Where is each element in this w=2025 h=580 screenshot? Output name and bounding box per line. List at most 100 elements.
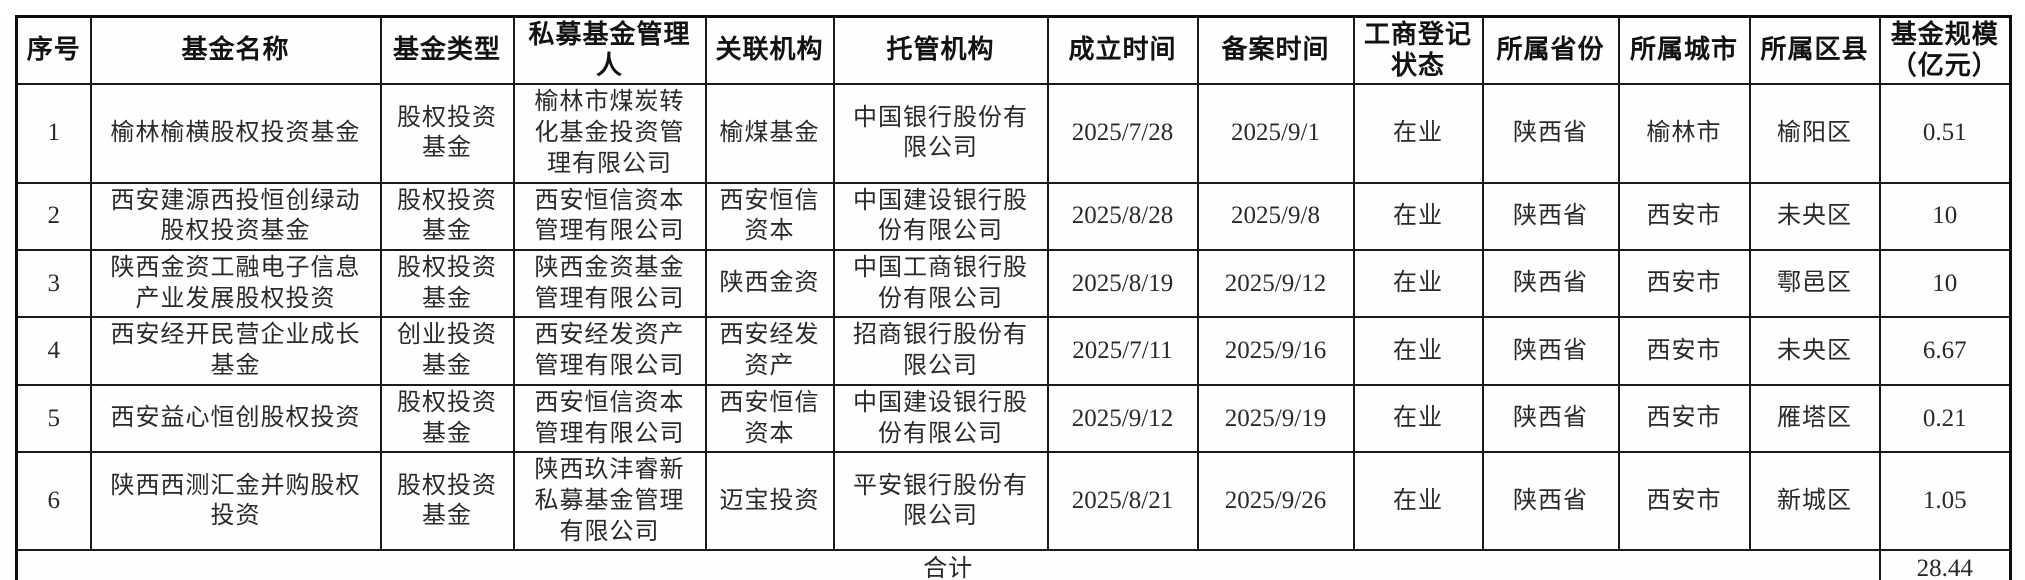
cell-established-date: 2025/7/11 xyxy=(1046,316,1199,386)
cell-city: 西安市 xyxy=(1617,316,1751,386)
cell-no: 1 xyxy=(15,83,92,184)
cell-filing-date: 2025/9/26 xyxy=(1196,451,1355,552)
cell-custodian: 中国工商银行股 份有限公司 xyxy=(832,248,1049,319)
cell-related-org: 迈宝投资 xyxy=(704,451,835,552)
col-header-fund-name: 基金名称 xyxy=(89,15,382,86)
col-header-filing-date: 备案时间 xyxy=(1196,15,1355,86)
cell-city: 西安市 xyxy=(1617,383,1751,454)
cell-related-org: 榆煤基金 xyxy=(704,83,835,184)
cell-established-date: 2025/9/12 xyxy=(1046,383,1199,454)
cell-city: 西安市 xyxy=(1617,248,1751,319)
cell-manager: 陕西金资基金 管理有限公司 xyxy=(512,248,707,319)
col-header-province: 所属省份 xyxy=(1481,15,1620,86)
cell-province: 陕西省 xyxy=(1481,451,1620,552)
cell-custodian: 中国建设银行股 份有限公司 xyxy=(832,181,1049,251)
cell-fund-scale: 10 xyxy=(1878,248,2012,319)
cell-province: 陕西省 xyxy=(1481,383,1620,454)
cell-manager: 西安恒信资本 管理有限公司 xyxy=(512,383,707,454)
cell-related-org: 陕西金资 xyxy=(704,248,835,319)
cell-filing-date: 2025/9/12 xyxy=(1196,248,1355,319)
table-row: 3 陕西金资工融电子信息 产业发展股权投资 股权投资 基金 陕西金资基金 管理有… xyxy=(15,248,2012,319)
cell-fund-scale: 10 xyxy=(1878,181,2012,251)
cell-manager: 西安恒信资本 管理有限公司 xyxy=(512,181,707,251)
cell-province: 陕西省 xyxy=(1481,248,1620,319)
col-header-custodian: 托管机构 xyxy=(832,15,1049,86)
cell-filing-date: 2025/9/1 xyxy=(1196,83,1355,184)
cell-city: 西安市 xyxy=(1617,451,1751,552)
cell-fund-name: 陕西西测汇金并购股权 投资 xyxy=(89,451,382,552)
cell-registration-status: 在业 xyxy=(1352,383,1484,454)
col-header-established-date: 成立时间 xyxy=(1046,15,1199,86)
cell-district: 榆阳区 xyxy=(1748,83,1881,184)
table-row: 1 榆林榆横股权投资基金 股权投资 基金 榆林市煤炭转 化基金投资管 理有限公司… xyxy=(15,83,2012,184)
cell-fund-name: 西安益心恒创股权投资 xyxy=(89,383,382,454)
cell-established-date: 2025/7/28 xyxy=(1046,83,1199,184)
cell-fund-scale: 0.21 xyxy=(1878,383,2012,454)
cell-manager: 陕西玖沣睿新 私募基金管理 有限公司 xyxy=(512,451,707,552)
cell-province: 陕西省 xyxy=(1481,83,1620,184)
cell-district: 新城区 xyxy=(1748,451,1881,552)
table-row: 5 西安益心恒创股权投资 股权投资 基金 西安恒信资本 管理有限公司 西安恒信 … xyxy=(15,383,2012,454)
table-row: 2 西安建源西投恒创绿动 股权投资基金 股权投资 基金 西安恒信资本 管理有限公… xyxy=(15,181,2012,251)
cell-fund-name: 榆林榆横股权投资基金 xyxy=(89,83,382,184)
cell-fund-name: 陕西金资工融电子信息 产业发展股权投资 xyxy=(89,248,382,319)
cell-fund-name: 西安经开民营企业成长 基金 xyxy=(89,316,382,386)
cell-fund-type: 创业投资 基金 xyxy=(379,316,515,386)
total-label-cell: 合计 xyxy=(15,549,1881,580)
cell-fund-type: 股权投资 基金 xyxy=(379,83,515,184)
col-header-fund-scale: 基金规模 （亿元） xyxy=(1878,15,2012,86)
cell-filing-date: 2025/9/8 xyxy=(1196,181,1355,251)
cell-custodian: 中国银行股份有 限公司 xyxy=(832,83,1049,184)
col-header-city: 所属城市 xyxy=(1617,15,1751,86)
cell-district: 未央区 xyxy=(1748,181,1881,251)
cell-related-org: 西安恒信 资本 xyxy=(704,181,835,251)
total-value-cell: 28.44 xyxy=(1878,549,2012,580)
cell-filing-date: 2025/9/19 xyxy=(1196,383,1355,454)
cell-custodian: 平安银行股份有 限公司 xyxy=(832,451,1049,552)
cell-established-date: 2025/8/19 xyxy=(1046,248,1199,319)
col-header-no: 序号 xyxy=(15,15,92,86)
cell-manager: 西安经发资产 管理有限公司 xyxy=(512,316,707,386)
col-header-registration-status: 工商登记 状态 xyxy=(1352,15,1484,86)
cell-city: 西安市 xyxy=(1617,181,1751,251)
cell-no: 3 xyxy=(15,248,92,319)
cell-manager: 榆林市煤炭转 化基金投资管 理有限公司 xyxy=(512,83,707,184)
cell-related-org: 西安恒信 资本 xyxy=(704,383,835,454)
cell-district: 鄠邑区 xyxy=(1748,248,1881,319)
col-header-manager: 私募基金管理 人 xyxy=(512,15,707,86)
cell-filing-date: 2025/9/16 xyxy=(1196,316,1355,386)
table-row: 4 西安经开民营企业成长 基金 创业投资 基金 西安经发资产 管理有限公司 西安… xyxy=(15,316,2012,386)
table-row: 6 陕西西测汇金并购股权 投资 股权投资 基金 陕西玖沣睿新 私募基金管理 有限… xyxy=(15,451,2012,552)
cell-fund-name: 西安建源西投恒创绿动 股权投资基金 xyxy=(89,181,382,251)
cell-registration-status: 在业 xyxy=(1352,248,1484,319)
header-row: 序号 基金名称 基金类型 私募基金管理 人 关联机构 托管机构 成立时间 备案时… xyxy=(15,15,2012,86)
cell-established-date: 2025/8/28 xyxy=(1046,181,1199,251)
cell-district: 未央区 xyxy=(1748,316,1881,386)
cell-fund-scale: 0.51 xyxy=(1878,83,2012,184)
total-row: 合计 28.44 xyxy=(15,549,2012,580)
cell-fund-type: 股权投资 基金 xyxy=(379,451,515,552)
cell-fund-type: 股权投资 基金 xyxy=(379,181,515,251)
cell-custodian: 招商银行股份有 限公司 xyxy=(832,316,1049,386)
cell-no: 6 xyxy=(15,451,92,552)
cell-fund-type: 股权投资 基金 xyxy=(379,248,515,319)
cell-no: 2 xyxy=(15,181,92,251)
cell-registration-status: 在业 xyxy=(1352,181,1484,251)
col-header-district: 所属区县 xyxy=(1748,15,1881,86)
cell-registration-status: 在业 xyxy=(1352,316,1484,386)
cell-related-org: 西安经发 资产 xyxy=(704,316,835,386)
cell-district: 雁塔区 xyxy=(1748,383,1881,454)
cell-province: 陕西省 xyxy=(1481,316,1620,386)
cell-no: 4 xyxy=(15,316,92,386)
cell-registration-status: 在业 xyxy=(1352,451,1484,552)
cell-fund-scale: 1.05 xyxy=(1878,451,2012,552)
cell-city: 榆林市 xyxy=(1617,83,1751,184)
cell-fund-type: 股权投资 基金 xyxy=(379,383,515,454)
cell-province: 陕西省 xyxy=(1481,181,1620,251)
fund-registry-table: 序号 基金名称 基金类型 私募基金管理 人 关联机构 托管机构 成立时间 备案时… xyxy=(15,15,2012,580)
col-header-related-org: 关联机构 xyxy=(704,15,835,86)
cell-fund-scale: 6.67 xyxy=(1878,316,2012,386)
cell-registration-status: 在业 xyxy=(1352,83,1484,184)
col-header-fund-type: 基金类型 xyxy=(379,15,515,86)
cell-no: 5 xyxy=(15,383,92,454)
